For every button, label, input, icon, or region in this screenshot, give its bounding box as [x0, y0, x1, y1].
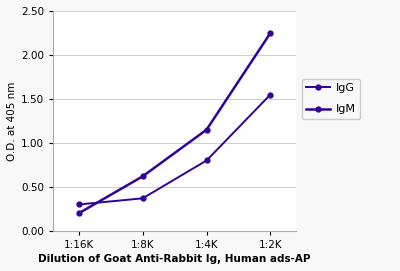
- IgG: [268, 93, 273, 96]
- IgM: [76, 212, 81, 215]
- IgG: [76, 203, 81, 206]
- Line: IgM: IgM: [76, 31, 273, 216]
- IgG: [204, 159, 209, 162]
- IgM: [268, 31, 273, 35]
- Y-axis label: O.D. at 405 nm: O.D. at 405 nm: [7, 81, 17, 161]
- X-axis label: Dilution of Goat Anti-Rabbit Ig, Human ads-AP: Dilution of Goat Anti-Rabbit Ig, Human a…: [38, 254, 311, 264]
- Legend: IgG, IgM: IgG, IgM: [302, 79, 360, 119]
- Line: IgG: IgG: [76, 92, 273, 207]
- IgG: [140, 197, 145, 200]
- IgM: [204, 128, 209, 131]
- IgM: [140, 175, 145, 178]
